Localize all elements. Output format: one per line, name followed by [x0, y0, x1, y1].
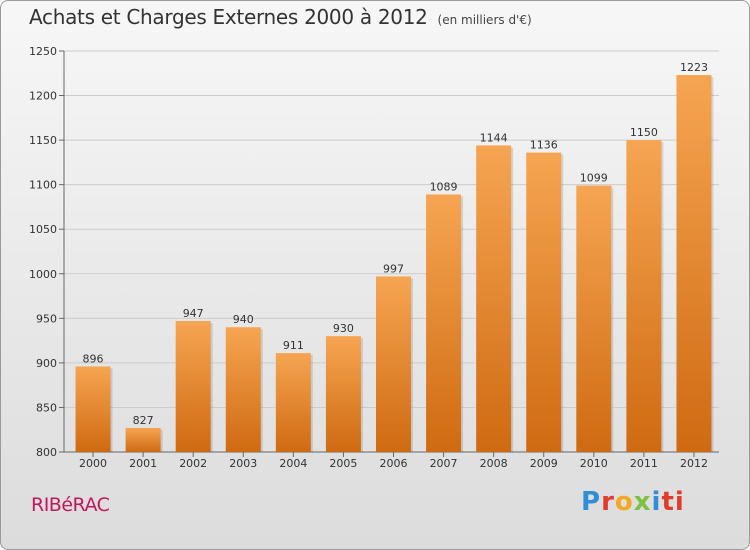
- bar: [526, 152, 562, 452]
- x-tick-label: 2011: [630, 457, 658, 470]
- bar: [376, 276, 411, 452]
- bar: [426, 194, 462, 453]
- y-tick-label: 1150: [29, 134, 57, 147]
- bar: [476, 145, 512, 453]
- y-tick-label: 850: [36, 401, 57, 414]
- x-tick-label: 2002: [179, 457, 207, 470]
- chart-subtitle: (en milliers d'€): [437, 13, 532, 27]
- bar-value-label: 896: [83, 352, 104, 365]
- bar-value-label: 1144: [480, 131, 508, 144]
- y-tick-label: 900: [36, 357, 57, 370]
- x-tick-label: 2003: [229, 457, 257, 470]
- bar-value-label: 827: [133, 414, 154, 427]
- bar-value-label: 940: [233, 313, 254, 326]
- x-tick-label: 2005: [329, 457, 357, 470]
- bar: [125, 427, 161, 452]
- y-tick-label: 1200: [29, 90, 57, 103]
- bar-value-label: 911: [283, 339, 304, 352]
- bar-value-label: 1136: [530, 139, 558, 152]
- bar: [325, 336, 361, 452]
- x-tick-label: 2009: [530, 457, 558, 470]
- x-tick-label: 2004: [279, 457, 307, 470]
- y-tick-label: 1000: [29, 268, 57, 281]
- y-tick-label: 1050: [29, 223, 57, 236]
- bar: [676, 75, 712, 452]
- bar: [175, 321, 211, 452]
- bar-value-label: 1223: [680, 61, 708, 74]
- x-tick-label: 2006: [380, 457, 408, 470]
- place-name: RIBéRAC: [31, 494, 110, 516]
- y-tick-label: 1100: [29, 179, 57, 192]
- chart-title-text: Achats et Charges Externes 2000 à 2012: [29, 5, 428, 29]
- bar-value-label: 1099: [580, 172, 608, 185]
- bar-value-label: 997: [383, 262, 404, 275]
- x-tick-label: 2012: [680, 457, 708, 470]
- proxiti-logo: Proxiti: [581, 487, 685, 517]
- x-tick-label: 2007: [430, 457, 458, 470]
- bar: [576, 185, 612, 452]
- y-tick-label: 800: [36, 446, 57, 459]
- bar: [275, 353, 311, 452]
- bar: [75, 366, 111, 452]
- bar-value-label: 930: [333, 322, 354, 335]
- x-tick-label: 2010: [580, 457, 608, 470]
- bar-value-label: 1150: [630, 126, 658, 139]
- x-tick-label: 2008: [480, 457, 508, 470]
- y-tick-label: 950: [36, 312, 57, 325]
- bar: [626, 140, 662, 452]
- bar: [225, 327, 261, 452]
- bar-value-label: 947: [183, 307, 204, 320]
- bar-value-label: 1089: [430, 180, 458, 193]
- x-tick-label: 2001: [129, 457, 157, 470]
- x-tick-label: 2000: [79, 457, 107, 470]
- y-tick-label: 1250: [29, 45, 57, 58]
- chart-title: Achats et Charges Externes 2000 à 2012 (e…: [29, 5, 532, 29]
